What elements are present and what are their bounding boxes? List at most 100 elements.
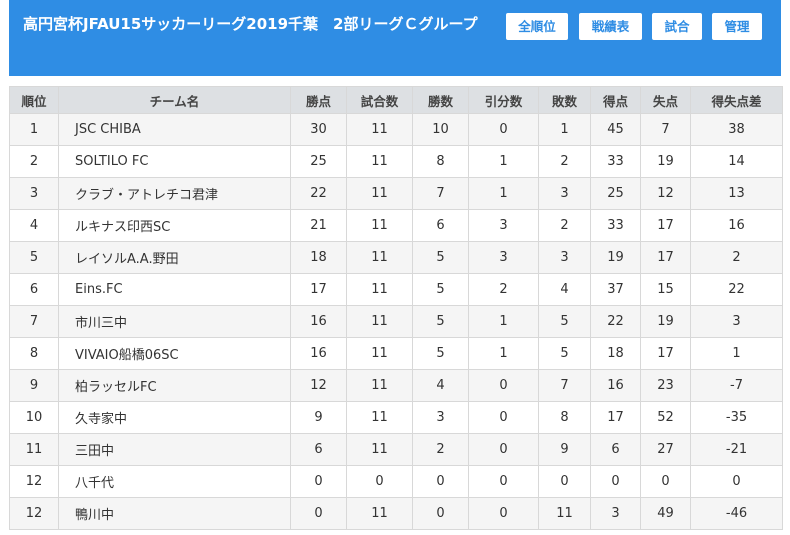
played-cell: 11: [346, 401, 413, 434]
draws-cell: 0: [468, 497, 539, 530]
rank-cell: 12: [9, 497, 59, 530]
losses-cell: 5: [538, 305, 591, 338]
goals-against-cell: 23: [640, 369, 691, 402]
goal-difference-cell: 38: [690, 113, 783, 146]
goal-difference-cell: -7: [690, 369, 783, 402]
played-cell: 11: [346, 433, 413, 466]
team-name-cell: 三田中: [58, 433, 291, 466]
goals-for-cell: 16: [590, 369, 641, 402]
column-header-points: 勝点: [290, 86, 347, 114]
draws-cell: 0: [468, 465, 539, 498]
points-cell: 12: [290, 369, 347, 402]
points-cell: 30: [290, 113, 347, 146]
wins-cell: 3: [412, 401, 469, 434]
all-standings-button[interactable]: 全順位: [506, 13, 568, 40]
table-row: 3 クラブ・アトレチコ君津 22 11 7 1 3 25 12 13: [9, 177, 783, 210]
rank-cell: 8: [9, 337, 59, 370]
goal-difference-cell: -46: [690, 497, 783, 530]
losses-cell: 2: [538, 145, 591, 178]
losses-cell: 4: [538, 273, 591, 306]
wins-cell: 4: [412, 369, 469, 402]
team-name-cell: 市川三中: [58, 305, 291, 338]
goals-against-cell: 7: [640, 113, 691, 146]
admin-button[interactable]: 管理: [712, 13, 762, 40]
column-header-draws: 引分数: [468, 86, 539, 114]
results-table-button[interactable]: 戦績表: [579, 13, 642, 40]
team-name-cell: VIVAIO船橋06SC: [58, 337, 291, 370]
rank-cell: 2: [9, 145, 59, 178]
draws-cell: 2: [468, 273, 539, 306]
column-header-goal-difference: 得失点差: [690, 86, 783, 114]
goals-for-cell: 22: [590, 305, 641, 338]
wins-cell: 2: [412, 433, 469, 466]
wins-cell: 6: [412, 209, 469, 242]
points-cell: 21: [290, 209, 347, 242]
draws-cell: 0: [468, 369, 539, 402]
goals-against-cell: 52: [640, 401, 691, 434]
goals-against-cell: 19: [640, 145, 691, 178]
team-name-cell: クラブ・アトレチコ君津: [58, 177, 291, 210]
played-cell: 11: [346, 177, 413, 210]
rank-cell: 10: [9, 401, 59, 434]
points-cell: 0: [290, 497, 347, 530]
goals-against-cell: 15: [640, 273, 691, 306]
draws-cell: 0: [468, 401, 539, 434]
goals-for-cell: 17: [590, 401, 641, 434]
column-header-rank: 順位: [9, 86, 59, 114]
losses-cell: 9: [538, 433, 591, 466]
table-row: 8 VIVAIO船橋06SC 16 11 5 1 5 18 17 1: [9, 337, 783, 370]
column-header-goals-against: 失点: [640, 86, 691, 114]
rank-cell: 9: [9, 369, 59, 402]
played-cell: 11: [346, 305, 413, 338]
column-header-goals-for: 得点: [590, 86, 641, 114]
draws-cell: 1: [468, 337, 539, 370]
team-name-cell: 久寺家中: [58, 401, 291, 434]
points-cell: 25: [290, 145, 347, 178]
standings-table: 順位 チーム名 勝点 試合数 勝数 引分数 敗数 得点 失点 得失点差 1 JSC…: [9, 86, 783, 530]
played-cell: 11: [346, 497, 413, 530]
points-cell: 0: [290, 465, 347, 498]
goal-difference-cell: -35: [690, 401, 783, 434]
played-cell: 11: [346, 145, 413, 178]
goal-difference-cell: 16: [690, 209, 783, 242]
wins-cell: 5: [412, 241, 469, 274]
goals-against-cell: 17: [640, 337, 691, 370]
goal-difference-cell: 22: [690, 273, 783, 306]
losses-cell: 3: [538, 177, 591, 210]
played-cell: 11: [346, 209, 413, 242]
losses-cell: 1: [538, 113, 591, 146]
rank-cell: 7: [9, 305, 59, 338]
goals-against-cell: 17: [640, 209, 691, 242]
wins-cell: 0: [412, 465, 469, 498]
points-cell: 16: [290, 337, 347, 370]
table-row: 7 市川三中 16 11 5 1 5 22 19 3: [9, 305, 783, 338]
losses-cell: 0: [538, 465, 591, 498]
team-name-cell: Eins.FC: [58, 273, 291, 306]
played-cell: 11: [346, 241, 413, 274]
goals-against-cell: 19: [640, 305, 691, 338]
standings-body: 1 JSC CHIBA 30 11 10 0 1 45 7 38 2 SOLTILO FC 25 11 8 1…: [9, 113, 783, 530]
wins-cell: 8: [412, 145, 469, 178]
team-name-cell: レイソルA.A.野田: [58, 241, 291, 274]
goals-against-cell: 17: [640, 241, 691, 274]
points-cell: 6: [290, 433, 347, 466]
draws-cell: 1: [468, 145, 539, 178]
rank-cell: 1: [9, 113, 59, 146]
goals-for-cell: 33: [590, 145, 641, 178]
goals-against-cell: 12: [640, 177, 691, 210]
wins-cell: 5: [412, 337, 469, 370]
draws-cell: 0: [468, 113, 539, 146]
points-cell: 22: [290, 177, 347, 210]
match-button[interactable]: 試合: [652, 13, 702, 40]
table-row: 9 柏ラッセルFC 12 11 4 0 7 16 23 -7: [9, 369, 783, 402]
wins-cell: 5: [412, 305, 469, 338]
goal-difference-cell: 13: [690, 177, 783, 210]
wins-cell: 7: [412, 177, 469, 210]
wins-cell: 5: [412, 273, 469, 306]
goals-against-cell: 49: [640, 497, 691, 530]
table-header-row: 順位 チーム名 勝点 試合数 勝数 引分数 敗数 得点 失点 得失点差: [9, 86, 783, 114]
goals-for-cell: 25: [590, 177, 641, 210]
table-row: 5 レイソルA.A.野田 18 11 5 3 3 19 17 2: [9, 241, 783, 274]
goals-for-cell: 18: [590, 337, 641, 370]
table-row: 1 JSC CHIBA 30 11 10 0 1 45 7 38: [9, 113, 783, 146]
